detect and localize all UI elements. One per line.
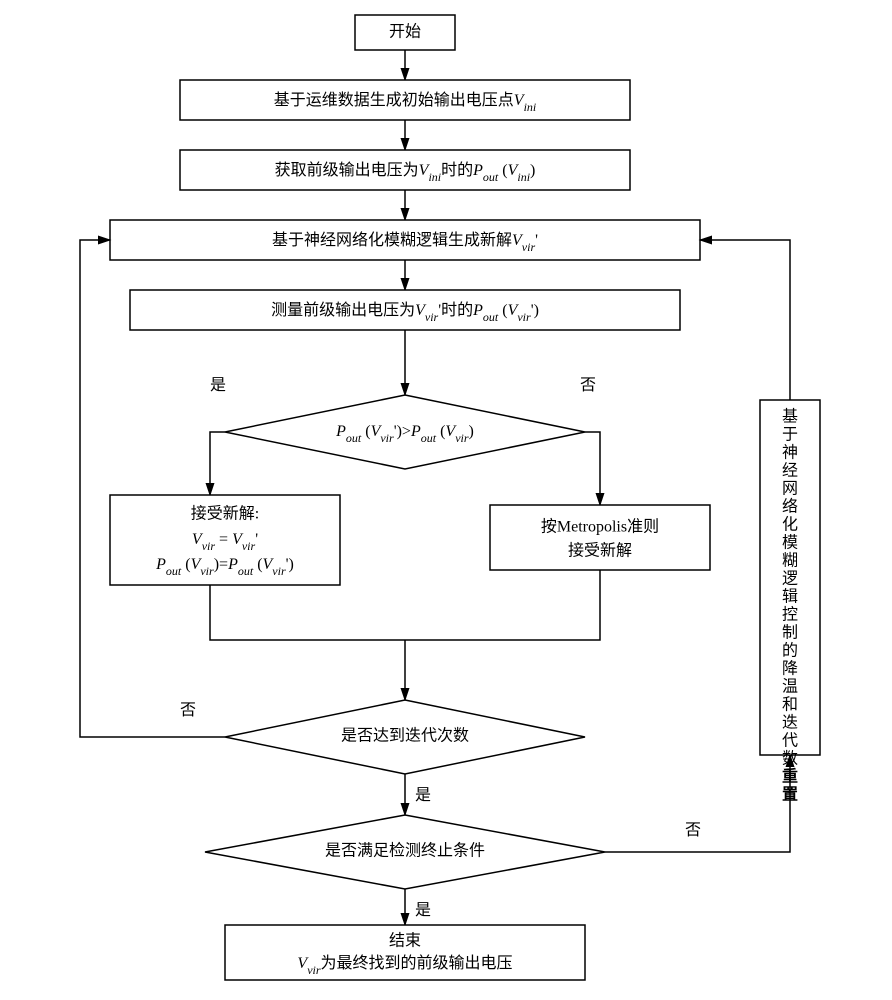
d3-no-label: 否 — [685, 822, 701, 839]
flowchart-canvas: 开始 基于运维数据生成初始输出电压点Vini 获取前级输出电压为Vini时的Po… — [0, 0, 892, 1000]
side-char: 温 — [782, 678, 798, 696]
metro-line2: 接受新解 — [568, 542, 632, 560]
side-char: 重 — [782, 767, 798, 786]
end-line1: 结束 — [389, 932, 421, 950]
side-char: 络 — [782, 497, 798, 516]
d2-no-label: 否 — [180, 702, 196, 719]
edge-accept-merge — [210, 585, 405, 640]
side-char: 控 — [782, 606, 798, 624]
side-char: 化 — [782, 516, 798, 534]
d2-label: 是否达到迭代次数 — [341, 727, 469, 745]
edge-d1-accept — [210, 432, 225, 495]
side-char: 辑 — [782, 588, 798, 606]
side-char: 基 — [782, 408, 798, 426]
accept-line1: 接受新解: — [191, 505, 259, 523]
side-char: 迭 — [782, 714, 798, 732]
d1-yes-label: 是 — [210, 377, 226, 394]
side-char: 经 — [782, 462, 798, 480]
d2-yes-label: 是 — [415, 787, 431, 804]
side-char: 的 — [782, 642, 798, 660]
d1-no-label: 否 — [580, 377, 596, 394]
side-char: 糊 — [782, 552, 798, 570]
side-char: 网 — [782, 481, 798, 498]
d3-label: 是否满足检测终止条件 — [325, 842, 485, 860]
side-char: 逻 — [782, 570, 798, 588]
side-char: 神 — [782, 444, 798, 462]
metro-line1: 按Metropolis准则 — [541, 518, 659, 536]
side-char: 降 — [782, 660, 798, 678]
side-char: 模 — [782, 534, 798, 552]
start-label: 开始 — [389, 23, 421, 41]
side-char: 和 — [782, 696, 798, 714]
side-char: 代 — [782, 732, 798, 750]
edge-metro-merge — [405, 570, 600, 640]
side-char: 制 — [782, 624, 798, 642]
side-char: 于 — [782, 427, 798, 444]
edge-side-n3 — [700, 240, 790, 400]
edge-d1-metro — [585, 432, 600, 505]
side-char: 置 — [782, 786, 798, 804]
d3-yes-label: 是 — [415, 902, 431, 919]
side-char: 数 — [782, 750, 798, 768]
node-metro — [490, 505, 710, 570]
